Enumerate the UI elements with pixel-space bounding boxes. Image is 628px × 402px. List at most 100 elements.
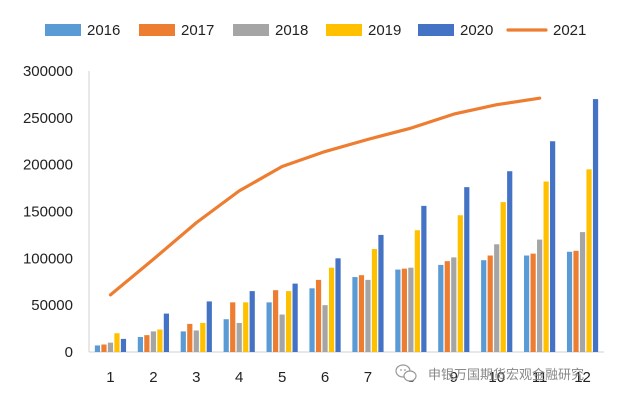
line-2021 [108,96,542,297]
bar-2017-10 [487,255,493,352]
bar-2020-11 [550,141,556,352]
y-tick-label: 300000 [23,63,73,80]
legend-label: 2019 [368,22,401,39]
bar-2016-6 [309,288,315,352]
legend-label: 2020 [460,22,493,39]
legend-item-2018: 2018 [233,22,308,39]
legend: 2016 2017 2018 2019 2020 2021 [45,22,586,39]
bar-2020-7 [378,234,384,352]
series-2020 [120,99,599,352]
bar-2017-12 [573,250,579,352]
bar-2018-6 [322,305,328,352]
bar-2018-10 [494,244,500,352]
y-tick-labels: 0 50000 100000 150000 200000 250000 300000 [23,63,73,361]
bar-2017-1 [101,344,107,352]
bar-2020-8 [421,205,427,352]
bar-2016-1 [94,345,101,352]
bar-2020-9 [464,187,470,352]
bar-2018-4 [236,322,242,352]
legend-label: 2018 [275,22,308,39]
bar-2020-3 [206,301,212,352]
bar-2016-4 [223,319,229,352]
x-tick-label: 6 [321,369,329,386]
y-tick-label: 0 [65,344,73,361]
bar-2019-11 [543,181,549,352]
legend-item-2021: 2021 [506,22,586,39]
bar-2020-5 [292,283,298,352]
bar-2020-4 [249,291,255,352]
y-tick-label: 150000 [23,204,73,221]
axes [88,71,604,353]
legend-swatch [45,24,81,36]
bar-2017-11 [530,253,536,352]
bar-2018-9 [451,257,457,352]
bar-2016-3 [180,331,186,352]
series-2017 [101,250,579,352]
legend-item-2020: 2020 [418,22,493,39]
bar-2016-12 [566,251,573,352]
bar-2019-1 [114,333,120,352]
bar-2017-9 [444,261,450,352]
bar-2017-5 [273,290,279,352]
bar-2018-8 [408,267,414,352]
y-tick-label: 50000 [31,297,73,314]
legend-item-2017: 2017 [139,22,214,39]
bar-2019-4 [243,302,249,352]
legend-label: 2017 [181,22,214,39]
legend-label: 2021 [553,22,586,39]
bar-2017-8 [401,268,407,352]
series-2016 [94,251,573,352]
bar-2018-7 [365,279,371,352]
y-tick-label: 200000 [23,157,73,174]
bar-2019-10 [500,202,506,352]
bar-2019-6 [328,267,335,352]
bar-2020-6 [335,258,341,352]
bar-2020-1 [120,338,127,352]
bar-2017-4 [230,302,236,352]
bar-2016-5 [266,302,272,352]
x-tick-label: 10 [488,369,505,386]
x-tick-label: 5 [278,369,286,386]
bar-2020-12 [592,99,599,352]
bar-2019-12 [586,169,592,352]
bar-2020-2 [163,313,169,352]
series-2019 [114,169,592,352]
legend-item-2016: 2016 [45,22,120,39]
bar-2016-2 [137,337,143,352]
series-2018 [107,232,586,352]
x-tick-label: 3 [192,369,200,386]
x-tick-label: 7 [364,369,372,386]
x-tick-label: 1 [106,369,114,386]
bar-2019-3 [200,322,206,352]
x-tick-label: 9 [450,369,458,386]
bar-2016-11 [524,255,530,352]
bar-series [94,99,599,352]
bar-2017-6 [315,279,322,352]
watermark: 申银万国期货宏观金融研究 [395,364,584,383]
wechat-icon [395,364,417,382]
legend-swatch [139,24,175,36]
bar-2018-3 [193,330,199,352]
bar-2019-9 [457,215,463,352]
bar-2018-5 [279,314,285,352]
bar-2019-5 [286,291,292,352]
bar-2017-2 [144,335,150,352]
bar-2018-2 [150,331,156,352]
y-tick-label: 100000 [23,250,73,267]
bar-2018-12 [579,232,586,352]
legend-swatch [418,24,454,36]
y-tick-label: 250000 [23,110,73,127]
legend-label: 2016 [87,22,120,39]
legend-swatch [233,24,269,36]
bar-2017-3 [187,323,193,352]
bar-2018-11 [537,239,543,352]
bar-2020-10 [507,171,513,352]
legend-swatch [326,24,362,36]
x-tick-label: 12 [574,369,591,386]
bar-2019-7 [371,248,378,352]
bar-2016-9 [438,264,444,352]
bar-2016-7 [352,277,358,352]
bar-2016-8 [395,269,401,352]
bar-2019-8 [414,230,420,352]
